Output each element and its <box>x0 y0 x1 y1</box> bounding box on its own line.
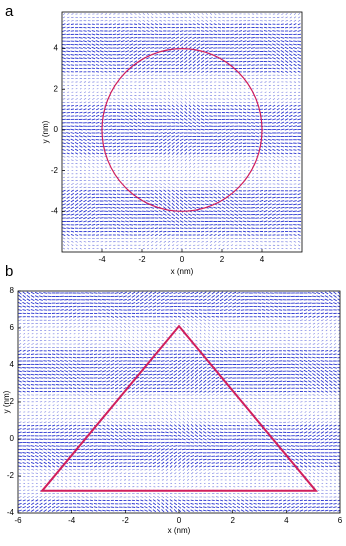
panel-label: a <box>5 3 14 20</box>
x-tick-label: 2 <box>230 516 235 525</box>
y-axis-label: y (nm) <box>2 390 11 413</box>
x-tick-label: -2 <box>138 255 146 264</box>
vector-field <box>62 13 301 250</box>
vector-field-dense <box>62 23 302 237</box>
y-tick-label: -4 <box>51 206 59 215</box>
y-tick-label: 0 <box>54 125 59 134</box>
y-tick-label: 2 <box>54 84 59 93</box>
field-group <box>62 13 302 250</box>
x-tick-label: 6 <box>338 516 343 525</box>
y-tick-label: 4 <box>54 44 59 53</box>
panel-label: b <box>5 263 13 280</box>
y-tick-label: 4 <box>10 360 15 369</box>
y-tick-label: -2 <box>51 166 59 175</box>
y-tick-label: 0 <box>10 434 15 443</box>
y-tick-label: 6 <box>10 323 15 332</box>
circle-outline <box>101 48 263 212</box>
x-tick-label: -2 <box>122 516 130 525</box>
vector-field <box>18 319 340 498</box>
x-tick-label: 4 <box>260 255 265 264</box>
triangle-outline <box>40 324 318 492</box>
y-tick-label: 8 <box>10 286 15 295</box>
x-tick-label: 2 <box>220 255 225 264</box>
y-tick-label: 2 <box>10 397 15 406</box>
y-axis-label: y (nm) <box>41 120 50 143</box>
x-tick-label: 0 <box>180 255 185 264</box>
x-tick-label: 4 <box>284 516 289 525</box>
vector-field-dense <box>18 291 340 513</box>
field-group <box>18 291 340 513</box>
x-axis-label: x (nm) <box>168 526 191 535</box>
x-axis-label: x (nm) <box>171 267 194 276</box>
x-tick-label: -4 <box>98 255 106 264</box>
x-tick-label: 0 <box>177 516 182 525</box>
y-tick-label: -4 <box>7 508 15 517</box>
y-tick-label: -2 <box>7 471 15 480</box>
x-tick-label: -4 <box>68 516 76 525</box>
x-tick-label: -6 <box>14 516 22 525</box>
